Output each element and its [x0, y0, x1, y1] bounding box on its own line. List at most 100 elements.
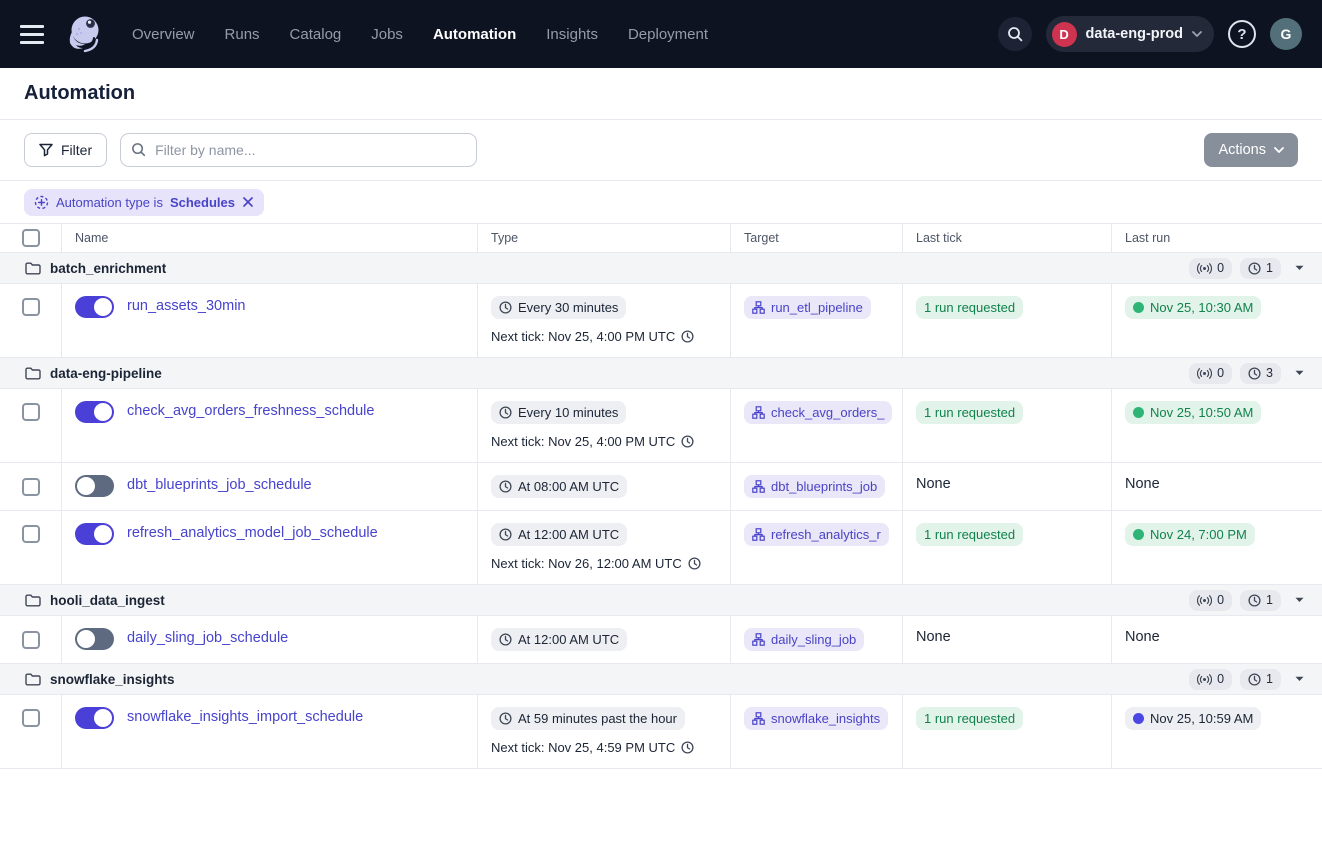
schedule-type-pill: At 12:00 AM UTC [491, 628, 627, 651]
nav-item-insights[interactable]: Insights [546, 26, 598, 43]
last-run-label: Nov 24, 7:00 PM [1150, 527, 1247, 542]
sensor-icon [1197, 263, 1212, 274]
deployment-switcher[interactable]: D data-eng-prod [1046, 16, 1214, 52]
schedule-link[interactable]: snowflake_insights_import_schedule [127, 709, 363, 725]
close-icon[interactable] [242, 196, 254, 208]
schedule-count-badge: 1 [1240, 669, 1281, 690]
target-pill[interactable]: run_etl_pipeline [744, 296, 871, 319]
next-tick-label: Next tick: Nov 25, 4:59 PM UTC [491, 740, 675, 755]
row-checkbox-cell [0, 511, 62, 584]
target-cell: daily_sling_job [731, 616, 903, 663]
nav-item-deployment[interactable]: Deployment [628, 26, 708, 43]
row-checkbox[interactable] [22, 478, 40, 496]
last-tick-none: None [916, 476, 951, 492]
next-tick-label: Next tick: Nov 26, 12:00 AM UTC [491, 556, 682, 571]
last-run-pill[interactable]: Nov 25, 10:59 AM [1125, 707, 1261, 730]
schedule-link[interactable]: run_assets_30min [127, 298, 246, 314]
active-filters-row: Automation type is Schedules [0, 181, 1322, 224]
group-row-data-eng-pipeline[interactable]: data-eng-pipeline 0 3 [0, 358, 1322, 389]
user-avatar[interactable]: G [1270, 18, 1302, 50]
schedule-count: 1 [1266, 672, 1273, 686]
filter-button[interactable]: Filter [24, 133, 107, 167]
clock-icon [681, 435, 694, 448]
schedule-link[interactable]: check_avg_orders_freshness_schdule [127, 403, 374, 419]
actions-button[interactable]: Actions [1204, 133, 1298, 167]
name-cell: refresh_analytics_model_job_schedule [62, 511, 478, 584]
schedule-type-pill: At 08:00 AM UTC [491, 475, 627, 498]
target-pill[interactable]: snowflake_insights [744, 707, 888, 730]
row-checkbox[interactable] [22, 525, 40, 543]
group-collapse-caret-icon[interactable] [1295, 370, 1304, 376]
search-icon [131, 142, 146, 157]
nav-item-catalog[interactable]: Catalog [290, 26, 342, 43]
schedule-type-label: At 59 minutes past the hour [518, 711, 677, 726]
job-graph-icon [752, 528, 765, 541]
target-pill[interactable]: dbt_blueprints_job [744, 475, 885, 498]
schedule-toggle[interactable] [75, 523, 114, 545]
schedule-toggle[interactable] [75, 401, 114, 423]
schedule-type-pill: Every 10 minutes [491, 401, 626, 424]
group-name: snowflake_insights [50, 672, 175, 687]
row-checkbox[interactable] [22, 403, 40, 421]
schedule-link[interactable]: refresh_analytics_model_job_schedule [127, 525, 378, 541]
filter-chip-automation-type[interactable]: Automation type is Schedules [24, 189, 264, 216]
job-graph-icon [752, 480, 765, 493]
clock-icon [1248, 262, 1261, 275]
target-cell: refresh_analytics_r [731, 511, 903, 584]
schedule-count-badge: 1 [1240, 258, 1281, 279]
schedule-count: 3 [1266, 366, 1273, 380]
clock-icon [499, 633, 512, 646]
table-row: daily_sling_job_schedule At 12:00 AM UTC… [0, 616, 1322, 664]
last-run-pill[interactable]: Nov 25, 10:50 AM [1125, 401, 1261, 424]
group-row-batch-enrichment[interactable]: batch_enrichment 0 1 [0, 253, 1322, 284]
schedule-link[interactable]: dbt_blueprints_job_schedule [127, 477, 312, 493]
run-status-dot-success [1133, 529, 1144, 540]
schedule-toggle[interactable] [75, 628, 114, 650]
help-button[interactable]: ? [1228, 20, 1256, 48]
row-checkbox-cell [0, 389, 62, 462]
select-all-checkbox[interactable] [22, 229, 40, 247]
group-row-snowflake-insights[interactable]: snowflake_insights 0 1 [0, 664, 1322, 695]
schedule-link[interactable]: daily_sling_job_schedule [127, 630, 288, 646]
target-pill[interactable]: check_avg_orders_ [744, 401, 892, 424]
hamburger-menu-icon[interactable] [20, 20, 48, 48]
nav-item-overview[interactable]: Overview [132, 26, 195, 43]
job-graph-icon [752, 406, 765, 419]
schedule-type-pill: At 12:00 AM UTC [491, 523, 627, 546]
nav-links: Overview Runs Catalog Jobs Automation In… [132, 26, 708, 43]
filter-by-name-input[interactable] [120, 133, 477, 167]
nav-item-runs[interactable]: Runs [225, 26, 260, 43]
group-row-hooli-data-ingest[interactable]: hooli_data_ingest 0 1 [0, 585, 1322, 616]
group-name: data-eng-pipeline [50, 366, 162, 381]
clock-icon [1248, 594, 1261, 607]
filter-chip-prefix: Automation type is [56, 195, 163, 210]
last-run-pill[interactable]: Nov 24, 7:00 PM [1125, 523, 1255, 546]
column-header-target: Target [731, 224, 903, 252]
next-tick: Next tick: Nov 25, 4:59 PM UTC [491, 740, 718, 755]
clock-icon [1248, 367, 1261, 380]
schedule-toggle[interactable] [75, 296, 114, 318]
group-collapse-caret-icon[interactable] [1295, 597, 1304, 603]
sensor-count: 0 [1217, 593, 1224, 607]
dagster-logo[interactable] [64, 12, 108, 56]
filter-button-label: Filter [61, 142, 92, 158]
nav-item-automation[interactable]: Automation [433, 26, 516, 43]
last-run-pill[interactable]: Nov 25, 10:30 AM [1125, 296, 1261, 319]
run-status-dot-success [1133, 407, 1144, 418]
row-checkbox[interactable] [22, 631, 40, 649]
target-pill[interactable]: refresh_analytics_r [744, 523, 889, 546]
group-collapse-caret-icon[interactable] [1295, 676, 1304, 682]
last-tick-pill: 1 run requested [916, 707, 1023, 730]
table-row: refresh_analytics_model_job_schedule At … [0, 511, 1322, 585]
table-row: snowflake_insights_import_schedule At 59… [0, 695, 1322, 769]
target-pill[interactable]: daily_sling_job [744, 628, 864, 651]
search-button[interactable] [998, 17, 1032, 51]
group-collapse-caret-icon[interactable] [1295, 265, 1304, 271]
row-checkbox[interactable] [22, 709, 40, 727]
schedule-toggle[interactable] [75, 707, 114, 729]
nav-item-jobs[interactable]: Jobs [371, 26, 403, 43]
next-tick-label: Next tick: Nov 25, 4:00 PM UTC [491, 434, 675, 449]
row-checkbox[interactable] [22, 298, 40, 316]
last-run-none: None [1125, 476, 1160, 492]
schedule-toggle[interactable] [75, 475, 114, 497]
